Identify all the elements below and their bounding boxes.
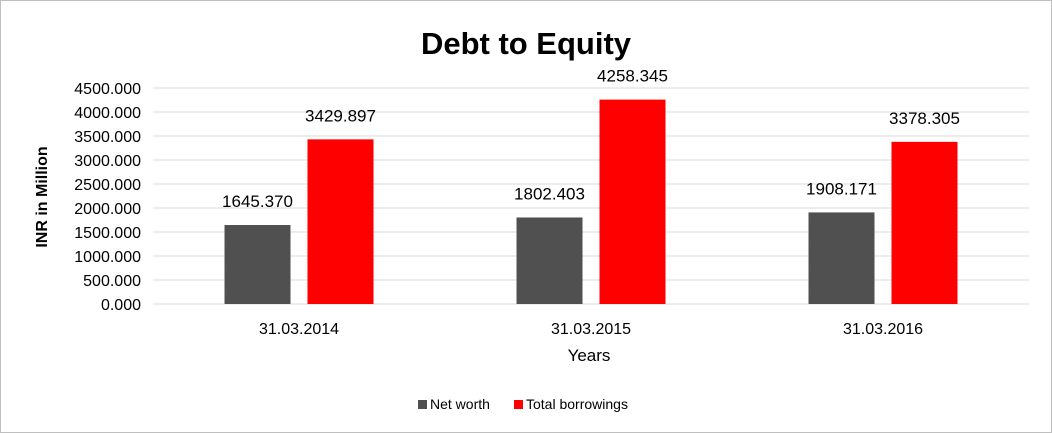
data-label: 3429.897: [305, 106, 376, 125]
y-tick-label: 4000.000: [74, 105, 141, 122]
data-labels: 1645.370 3429.897 1802.403 4258.345 1908.171…: [222, 67, 960, 211]
x-axis-ticks: 31.03.2014 31.03.2015 31.03.2016: [259, 321, 923, 338]
x-tick-label: 31.03.2016: [843, 321, 923, 338]
chart-title: Debt to Equity: [421, 26, 632, 61]
legend-label: Total borrowings: [526, 396, 628, 412]
y-tick-label: 500.000: [83, 273, 141, 290]
y-axis-title: INR in Million: [34, 146, 51, 247]
y-tick-label: 3500.000: [74, 129, 141, 146]
bar-net-worth: [808, 212, 875, 304]
bar-total-borrowings: [599, 99, 666, 304]
y-tick-label: 0.000: [101, 297, 141, 314]
bar-total-borrowings: [891, 141, 958, 304]
bars: [224, 99, 958, 304]
y-tick-label: 4500.000: [74, 81, 141, 98]
data-label: 1908.171: [806, 179, 877, 198]
bar-total-borrowings: [307, 139, 374, 304]
y-tick-label: 1000.000: [74, 249, 141, 266]
data-label: 1645.370: [222, 192, 293, 211]
x-tick-label: 31.03.2015: [551, 321, 631, 338]
legend-label: Net worth: [430, 396, 490, 412]
x-tick-label: 31.03.2014: [259, 321, 339, 338]
legend-swatch: [418, 400, 427, 409]
legend-swatch: [514, 400, 523, 409]
bar-net-worth: [224, 225, 291, 304]
x-axis-title: Years: [568, 346, 611, 365]
legend: Net worth Total borrowings: [418, 396, 628, 412]
bar-net-worth: [516, 217, 583, 304]
data-label: 4258.345: [597, 67, 668, 86]
y-tick-label: 2500.000: [74, 177, 141, 194]
y-tick-label: 3000.000: [74, 153, 141, 170]
y-tick-label: 1500.000: [74, 225, 141, 242]
y-tick-label: 2000.000: [74, 201, 141, 218]
y-axis-ticks: 0.000 500.000 1000.000 1500.000 2000.000 2500…: [74, 81, 141, 314]
data-label: 1802.403: [514, 184, 585, 203]
data-label: 3378.305: [889, 109, 960, 128]
gridlines: [153, 87, 1029, 305]
